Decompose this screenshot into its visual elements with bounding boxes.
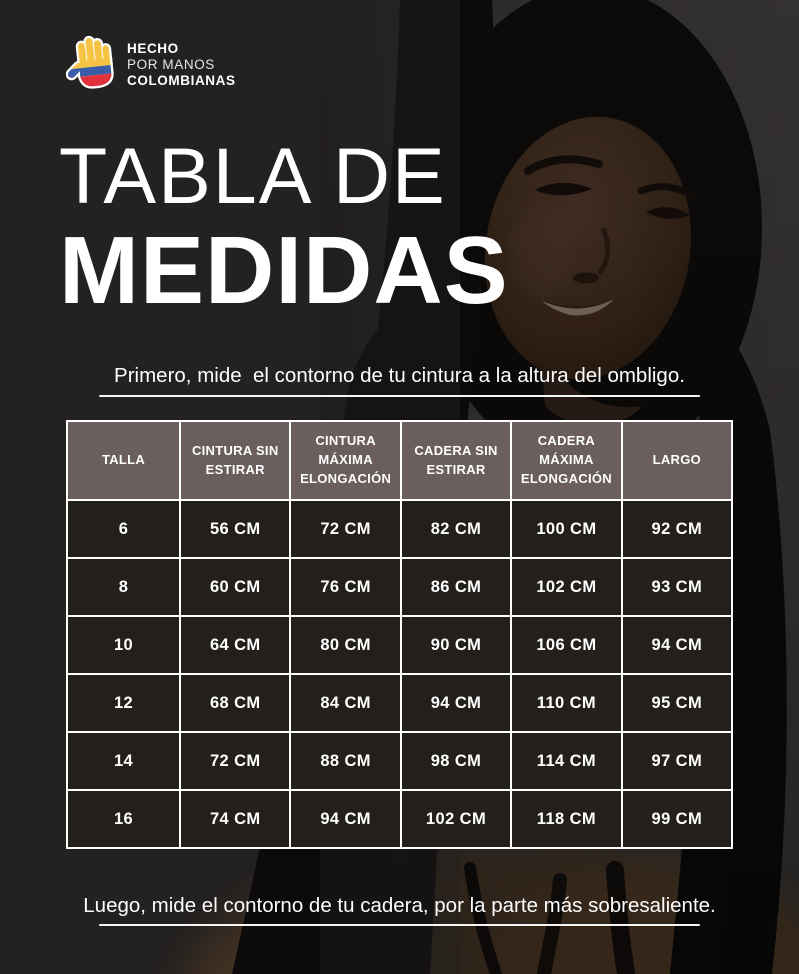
brand-logo: HECHO POR MANOS COLOMBIANAS xyxy=(66,28,236,101)
measure-cell: 114 CM xyxy=(510,731,623,791)
logo-line-3: COLOMBIANAS xyxy=(127,72,236,88)
column-header: CINTURA MÁXIMA ELONGACIÓN xyxy=(289,420,402,501)
measure-cell: 90 CM xyxy=(399,615,513,675)
measure-cell: 95 CM xyxy=(620,673,734,733)
size-cell: 16 xyxy=(65,789,182,849)
divider-top xyxy=(99,395,700,397)
measure-cell: 64 CM xyxy=(179,615,292,675)
measure-cell: 82 CM xyxy=(399,499,513,559)
table-row: 8 60 CM 76 CM 86 CM 102 CM 93 CM xyxy=(65,557,734,617)
measure-cell: 94 CM xyxy=(620,615,734,675)
hand-flag-icon xyxy=(66,35,114,89)
measure-cell: 86 CM xyxy=(399,557,513,617)
size-cell: 10 xyxy=(65,615,182,675)
measure-cell: 106 CM xyxy=(510,615,623,675)
logo-line-2: POR MANOS xyxy=(127,56,215,72)
table-row: 14 72 CM 88 CM 98 CM 114 CM 97 CM xyxy=(65,731,734,791)
column-header: TALLA xyxy=(65,420,182,501)
measure-cell: 102 CM xyxy=(399,789,513,849)
table-row: 10 64 CM 80 CM 90 CM 106 CM 94 CM xyxy=(65,615,734,675)
measure-cell: 88 CM xyxy=(289,731,402,791)
measure-cell: 72 CM xyxy=(289,499,402,559)
logo-line-1: HECHO xyxy=(127,40,179,56)
column-header: CINTURA SIN ESTIRAR xyxy=(179,420,292,501)
measure-cell: 60 CM xyxy=(179,557,292,617)
measure-cell: 80 CM xyxy=(289,615,402,675)
measure-cell: 56 CM xyxy=(179,499,292,559)
measure-cell: 74 CM xyxy=(179,789,292,849)
brand-logo-text: HECHO POR MANOS COLOMBIANAS xyxy=(127,41,236,89)
table-row: 16 74 CM 94 CM 102 CM 118 CM 99 CM xyxy=(65,789,734,849)
instruction-waist: Primero, mide el contorno de tu cintura … xyxy=(114,364,685,387)
table-row: 6 56 CM 72 CM 82 CM 100 CM 92 CM xyxy=(65,499,734,559)
measure-cell: 100 CM xyxy=(510,499,623,559)
measure-cell: 68 CM xyxy=(179,673,292,733)
measure-cell: 99 CM xyxy=(620,789,734,849)
divider-bottom xyxy=(99,924,700,926)
size-cell: 6 xyxy=(65,499,182,559)
measure-cell: 76 CM xyxy=(289,557,402,617)
page-title-line-1: TABLA DE xyxy=(59,131,447,220)
column-header: LARGO xyxy=(620,420,734,501)
measure-cell: 98 CM xyxy=(399,731,513,791)
measure-cell: 72 CM xyxy=(179,731,292,791)
measure-cell: 94 CM xyxy=(399,673,513,733)
measure-cell: 118 CM xyxy=(510,789,623,849)
column-header: CADERA SIN ESTIRAR xyxy=(399,420,513,501)
measure-cell: 94 CM xyxy=(289,789,402,849)
page-title: TABLA DE MEDIDAS xyxy=(59,130,509,320)
measure-cell: 102 CM xyxy=(510,557,623,617)
measure-cell: 93 CM xyxy=(620,557,734,617)
measure-cell: 92 CM xyxy=(620,499,734,559)
measure-cell: 110 CM xyxy=(510,673,623,733)
measure-cell: 84 CM xyxy=(289,673,402,733)
measure-cell: 97 CM xyxy=(620,731,734,791)
table-header-row: TALLA CINTURA SIN ESTIRAR CINTURA MÁXIMA E… xyxy=(65,420,734,501)
instruction-hip: Luego, mide el contorno de tu cadera, po… xyxy=(83,894,716,917)
column-header: CADERA MÁXIMA ELONGACIÓN xyxy=(510,420,623,501)
size-cell: 12 xyxy=(65,673,182,733)
page-title-line-2: MEDIDAS xyxy=(59,217,509,324)
size-cell: 8 xyxy=(65,557,182,617)
table-row: 12 68 CM 84 CM 94 CM 110 CM 95 CM xyxy=(65,673,734,733)
size-table: TALLA CINTURA SIN ESTIRAR CINTURA MÁXIMA E… xyxy=(65,420,734,849)
size-cell: 14 xyxy=(65,731,182,791)
